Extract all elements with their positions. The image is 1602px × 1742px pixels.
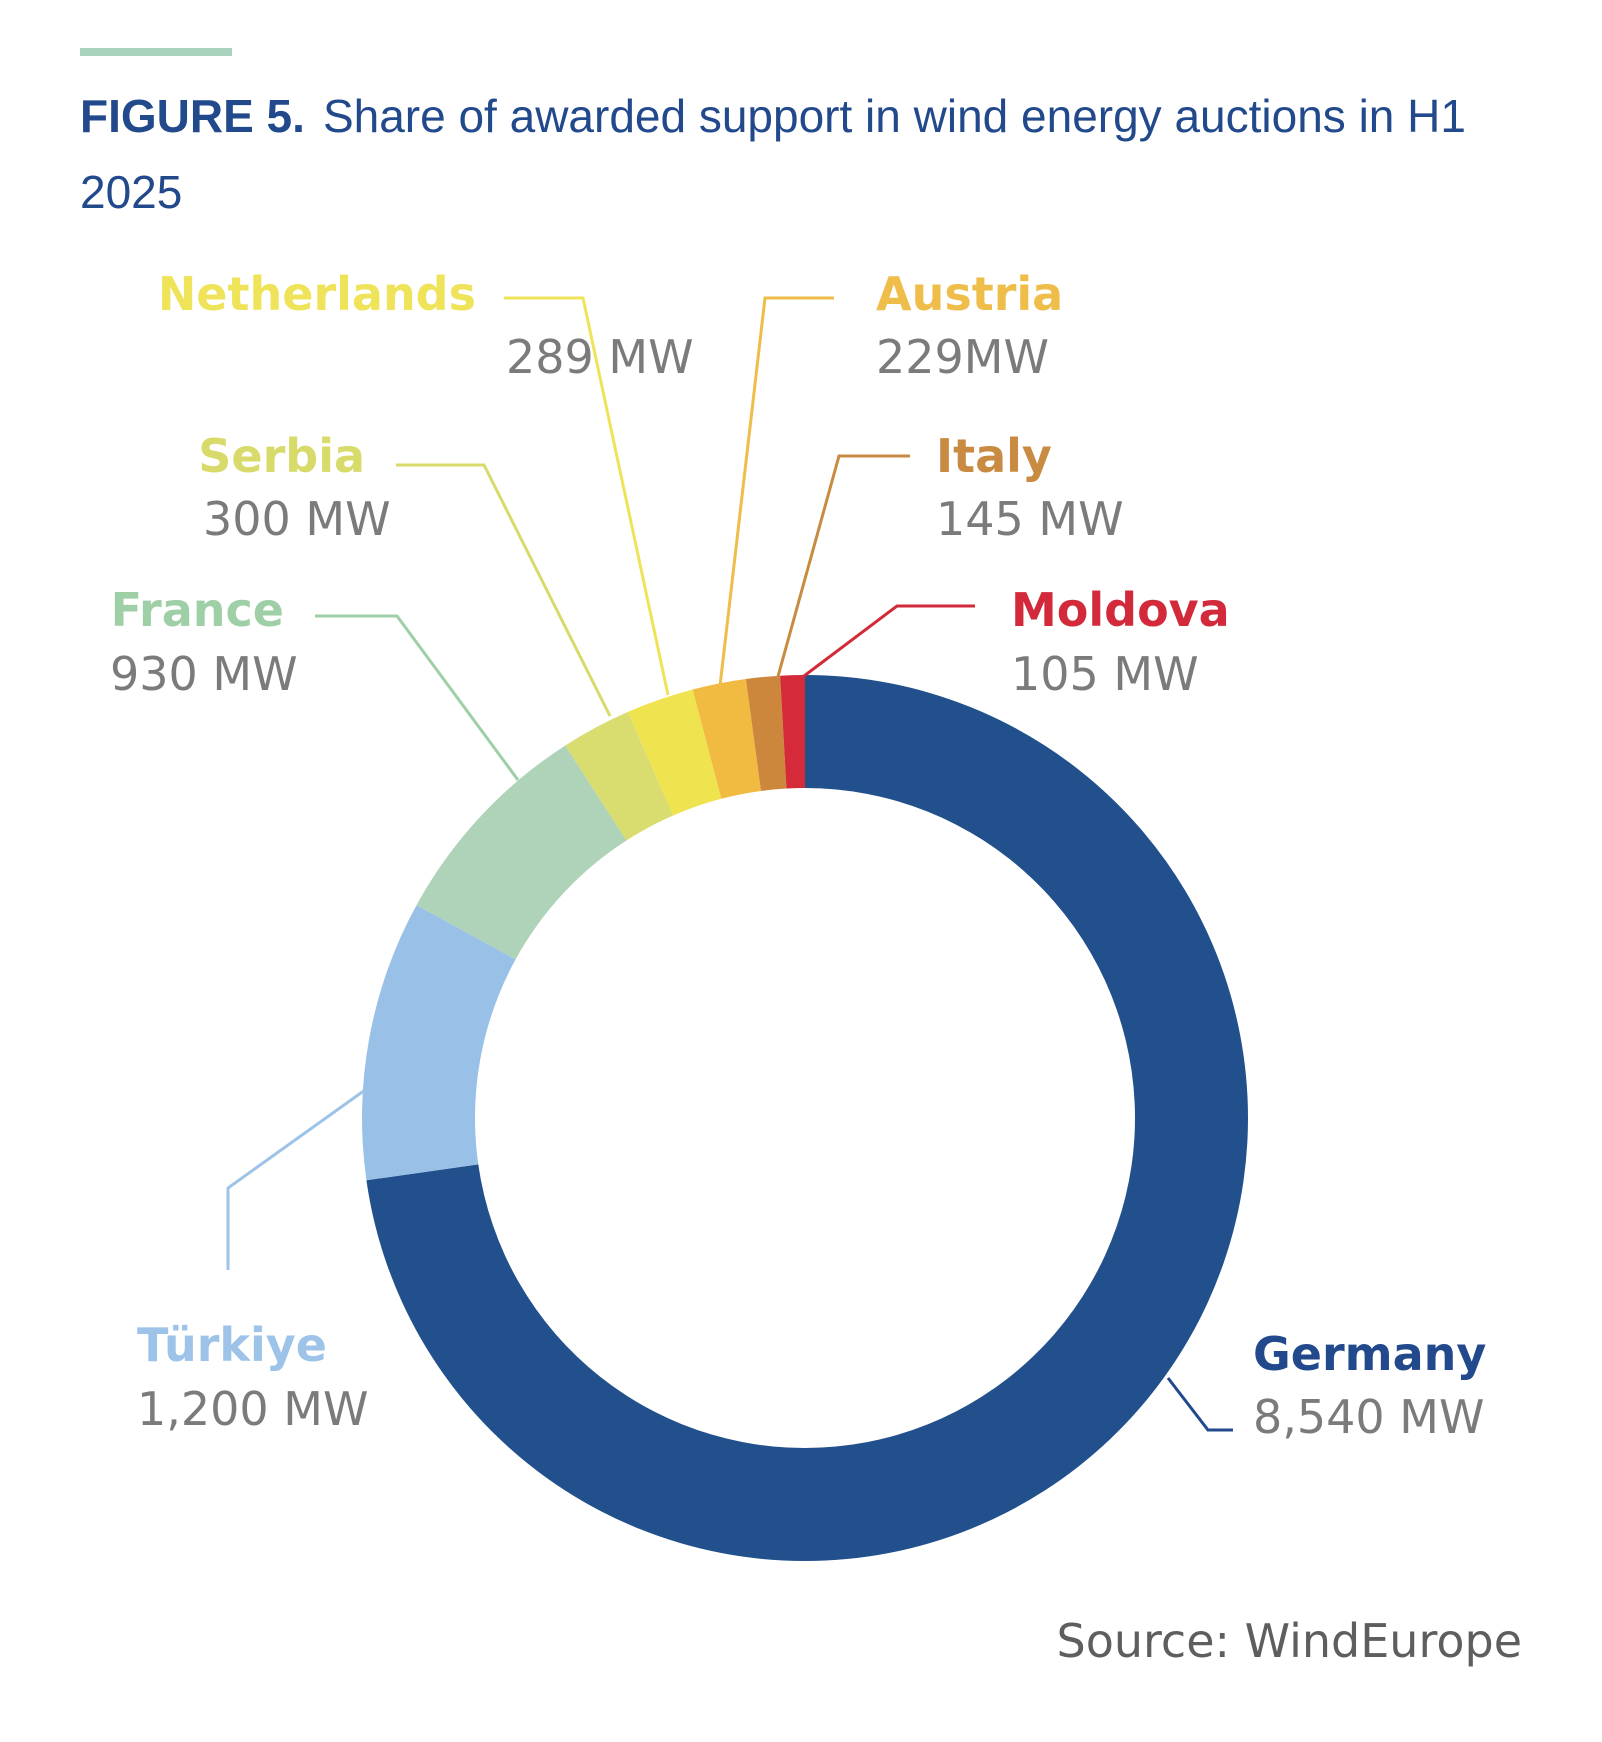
slice-value-austria: 229MW <box>876 330 1049 384</box>
leader-line-moldova <box>799 604 975 681</box>
leader-line-italy <box>775 454 910 681</box>
slice-label-moldova: Moldova <box>1011 583 1230 637</box>
source-note: Source: WindEurope <box>1056 1614 1522 1668</box>
slice-label-austria: Austria <box>876 267 1063 321</box>
slice-value-italy: 145 MW <box>936 492 1124 546</box>
leader-lines <box>226 296 1233 1432</box>
slice-value-netherlands: 289 MW <box>506 330 694 384</box>
slice-label-serbia: Serbia <box>198 429 365 483</box>
donut-slices <box>362 675 1248 1561</box>
figure-label: FIGURE 5. <box>80 90 305 142</box>
figure-title: FIGURE 5. Share of awarded support in win… <box>80 78 1540 230</box>
slice-italy <box>745 675 787 791</box>
leader-line-austria <box>718 296 834 687</box>
slice-serbia <box>565 711 674 841</box>
slice-label-netherlands: Netherlands <box>158 267 476 321</box>
slice-labels: Germany 8,540 MW Türkiye 1,200 MW France 930 … <box>110 267 1486 1444</box>
slice-netherlands <box>627 689 722 816</box>
slice-value-turkiye: 1,200 MW <box>137 1382 368 1436</box>
slice-france <box>416 745 627 960</box>
slice-label-germany: Germany <box>1253 1327 1486 1381</box>
leader-line-france <box>315 614 520 781</box>
slice-value-moldova: 105 MW <box>1011 647 1199 701</box>
slice-label-turkiye: Türkiye <box>137 1318 327 1372</box>
slice-value-serbia: 300 MW <box>203 492 391 546</box>
slice-label-italy: Italy <box>936 429 1052 483</box>
leader-line-turkiye <box>226 1088 366 1270</box>
slice-turkiye <box>362 905 516 1181</box>
leader-line-germany <box>1166 1377 1233 1432</box>
leader-line-netherlands <box>504 296 670 696</box>
slice-value-germany: 8,540 MW <box>1253 1390 1484 1444</box>
slice-austria <box>692 678 761 799</box>
figure-title-text: Share of awarded support in wind energy … <box>80 90 1466 218</box>
slice-moldova <box>780 675 805 789</box>
title-accent-bar <box>80 48 232 56</box>
slice-value-france: 930 MW <box>110 647 298 701</box>
slice-label-france: France <box>111 583 284 637</box>
leader-line-serbia <box>396 463 612 717</box>
